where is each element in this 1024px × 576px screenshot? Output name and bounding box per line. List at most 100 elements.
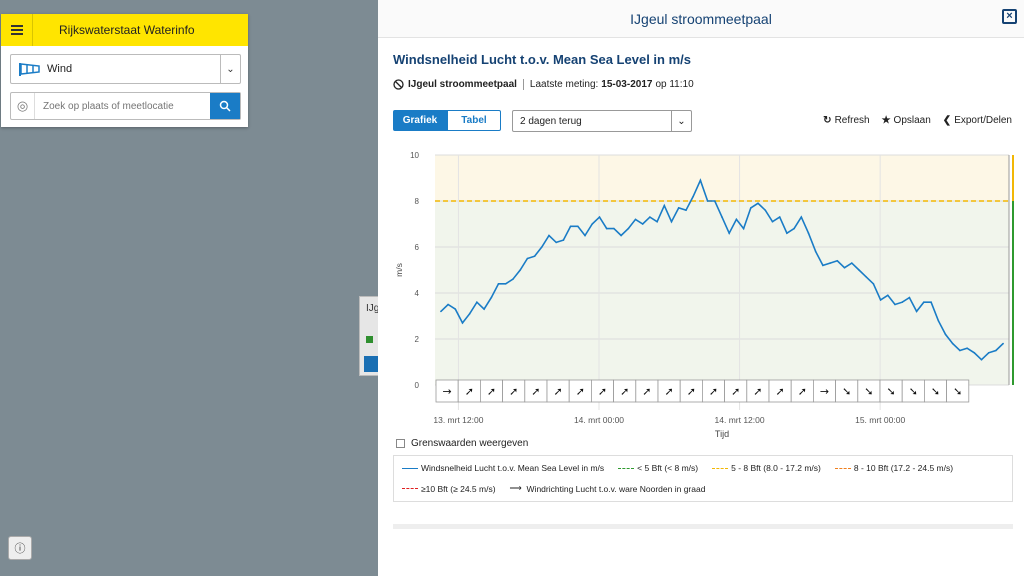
mini-card-button[interactable]: [364, 356, 378, 372]
data-point: [620, 234, 622, 237]
data-point: [829, 262, 831, 264]
parameter-select[interactable]: Wind ⌄: [10, 54, 241, 84]
data-point: [894, 303, 896, 306]
search-input[interactable]: [43, 100, 210, 112]
legend-item[interactable]: 8 - 10 Bft (17.2 - 24.5 m/s): [834, 462, 953, 474]
wind-direction-arrow: ➚: [531, 385, 540, 398]
data-point: [504, 283, 507, 285]
data-point: [764, 209, 767, 211]
data-point: [800, 216, 803, 218]
wind-direction-arrow: →: [820, 385, 829, 398]
wind-chart[interactable]: 0 2 4 6 8 10 13. mrt 12:00 14. mrt 00:00 14. mrt…: [378, 140, 1024, 440]
export-button[interactable]: ❮ Export/Delen: [943, 115, 1012, 126]
search-card: Rijkswaterstaat Waterinfo Wind ⌄ ◎: [1, 14, 248, 127]
legend-item[interactable]: Windsnelheid Lucht t.o.v. Mean Sea Level…: [402, 462, 604, 474]
data-point: [735, 218, 738, 221]
chart-actions: ↻ Refresh ★ Opslaan ❮ Export/Delen: [823, 115, 1012, 126]
search-button[interactable]: [210, 93, 240, 119]
hamburger-menu-button[interactable]: [1, 14, 33, 46]
tab-grafiek[interactable]: Grafiek: [393, 110, 447, 131]
data-point: [656, 220, 658, 223]
y-tick-label: 0: [415, 381, 420, 390]
chevron-down-icon[interactable]: ⌄: [220, 55, 240, 83]
top-bar: Rijkswaterstaat Waterinfo: [1, 14, 248, 46]
panel-header: IJgeul stroommeetpaal: [378, 0, 1024, 38]
data-point: [721, 216, 723, 218]
export-label: Export/Delen: [954, 115, 1012, 126]
wind-direction-arrow: ➚: [598, 385, 607, 398]
info-button[interactable]: ⓘ: [8, 536, 32, 560]
data-point: [814, 250, 817, 253]
data-point: [519, 269, 521, 271]
data-point: [980, 358, 983, 361]
data-point: [714, 200, 716, 202]
legend-item[interactable]: ⟶ Windrichting Lucht t.o.v. ware Noorden …: [510, 482, 706, 495]
search-icon: [219, 100, 231, 112]
x-tick-label: 13. mrt 12:00: [433, 415, 483, 425]
mini-card-label: IJg: [366, 303, 380, 314]
data-point: [771, 220, 774, 223]
wind-direction-arrow: →: [442, 385, 451, 398]
period-select[interactable]: 2 dagen terug ⌄: [512, 110, 692, 132]
data-point: [901, 301, 903, 303]
legend-label: Windsnelheid Lucht t.o.v. Mean Sea Level…: [421, 463, 605, 473]
data-point: [1002, 342, 1004, 345]
legend-swatch: [712, 467, 729, 469]
y-tick-label: 4: [415, 289, 420, 298]
data-point: [793, 227, 795, 230]
collapsed-location-card[interactable]: IJg: [359, 296, 379, 376]
wind-direction-arrow: ➘: [842, 385, 851, 398]
data-point: [454, 308, 457, 310]
legend-label: Windrichting Lucht t.o.v. ware Noorden i…: [526, 483, 706, 494]
data-point: [851, 262, 853, 264]
wind-direction-arrow: ➚: [664, 385, 673, 398]
location-search: ◎: [10, 92, 241, 120]
legend-item[interactable]: ≥10 Bft (≥ 24.5 m/s): [402, 482, 496, 495]
data-point: [995, 349, 997, 352]
data-point: [778, 216, 781, 218]
data-point: [822, 264, 824, 267]
data-point: [490, 296, 493, 299]
last-measurement-label: Laatste meting:: [529, 79, 599, 90]
legend-item[interactable]: 5 - 8 Bft (8.0 - 17.2 m/s): [712, 462, 821, 474]
data-point: [858, 269, 860, 271]
data-point: [887, 294, 889, 297]
period-value: 2 dagen terug: [520, 115, 582, 127]
threshold-toggle[interactable]: Grenswaarden weergeven: [396, 438, 528, 449]
data-point: [728, 232, 730, 234]
wind-direction-arrow: ➘: [909, 385, 918, 398]
data-point: [937, 319, 940, 322]
refresh-button[interactable]: ↻ Refresh: [823, 115, 869, 126]
data-point: [757, 202, 759, 205]
band-5-8-bft: [435, 155, 1009, 201]
data-point: [641, 223, 644, 225]
station-name: IJgeul stroommeetpaal: [408, 79, 517, 90]
tab-tabel[interactable]: Tabel: [447, 110, 501, 131]
detail-panel: IJgeul stroommeetpaal × Windsnelheid Luc…: [378, 0, 1024, 576]
data-point: [951, 342, 954, 345]
legend-swatch: ⟶: [509, 483, 522, 493]
close-icon: ×: [1006, 10, 1013, 22]
data-point: [555, 241, 557, 244]
data-point: [533, 255, 536, 257]
data-point: [699, 179, 702, 182]
close-button[interactable]: ×: [1002, 9, 1017, 24]
save-button[interactable]: ★ Opslaan: [882, 115, 931, 126]
checkbox[interactable]: [396, 439, 405, 448]
info-icon: ⓘ: [14, 543, 26, 555]
wind-direction-arrow: ➘: [931, 385, 940, 398]
y-tick-label: 6: [415, 243, 420, 252]
data-point: [706, 200, 709, 202]
data-point: [461, 322, 464, 324]
legend-item[interactable]: < 5 Bft (< 8 m/s): [618, 462, 698, 474]
data-point: [649, 216, 651, 218]
data-point: [987, 352, 990, 354]
locate-icon[interactable]: ◎: [11, 93, 35, 119]
refresh-label: Refresh: [834, 115, 870, 126]
chart-legend: Windsnelheid Lucht t.o.v. Mean Sea Level…: [393, 455, 1013, 502]
data-point: [663, 204, 666, 207]
wind-direction-arrow: ➚: [509, 385, 518, 398]
divider: [522, 79, 524, 90]
data-point: [923, 301, 925, 303]
legend-label: 5 - 8 Bft (8.0 - 17.2 m/s): [731, 463, 821, 473]
